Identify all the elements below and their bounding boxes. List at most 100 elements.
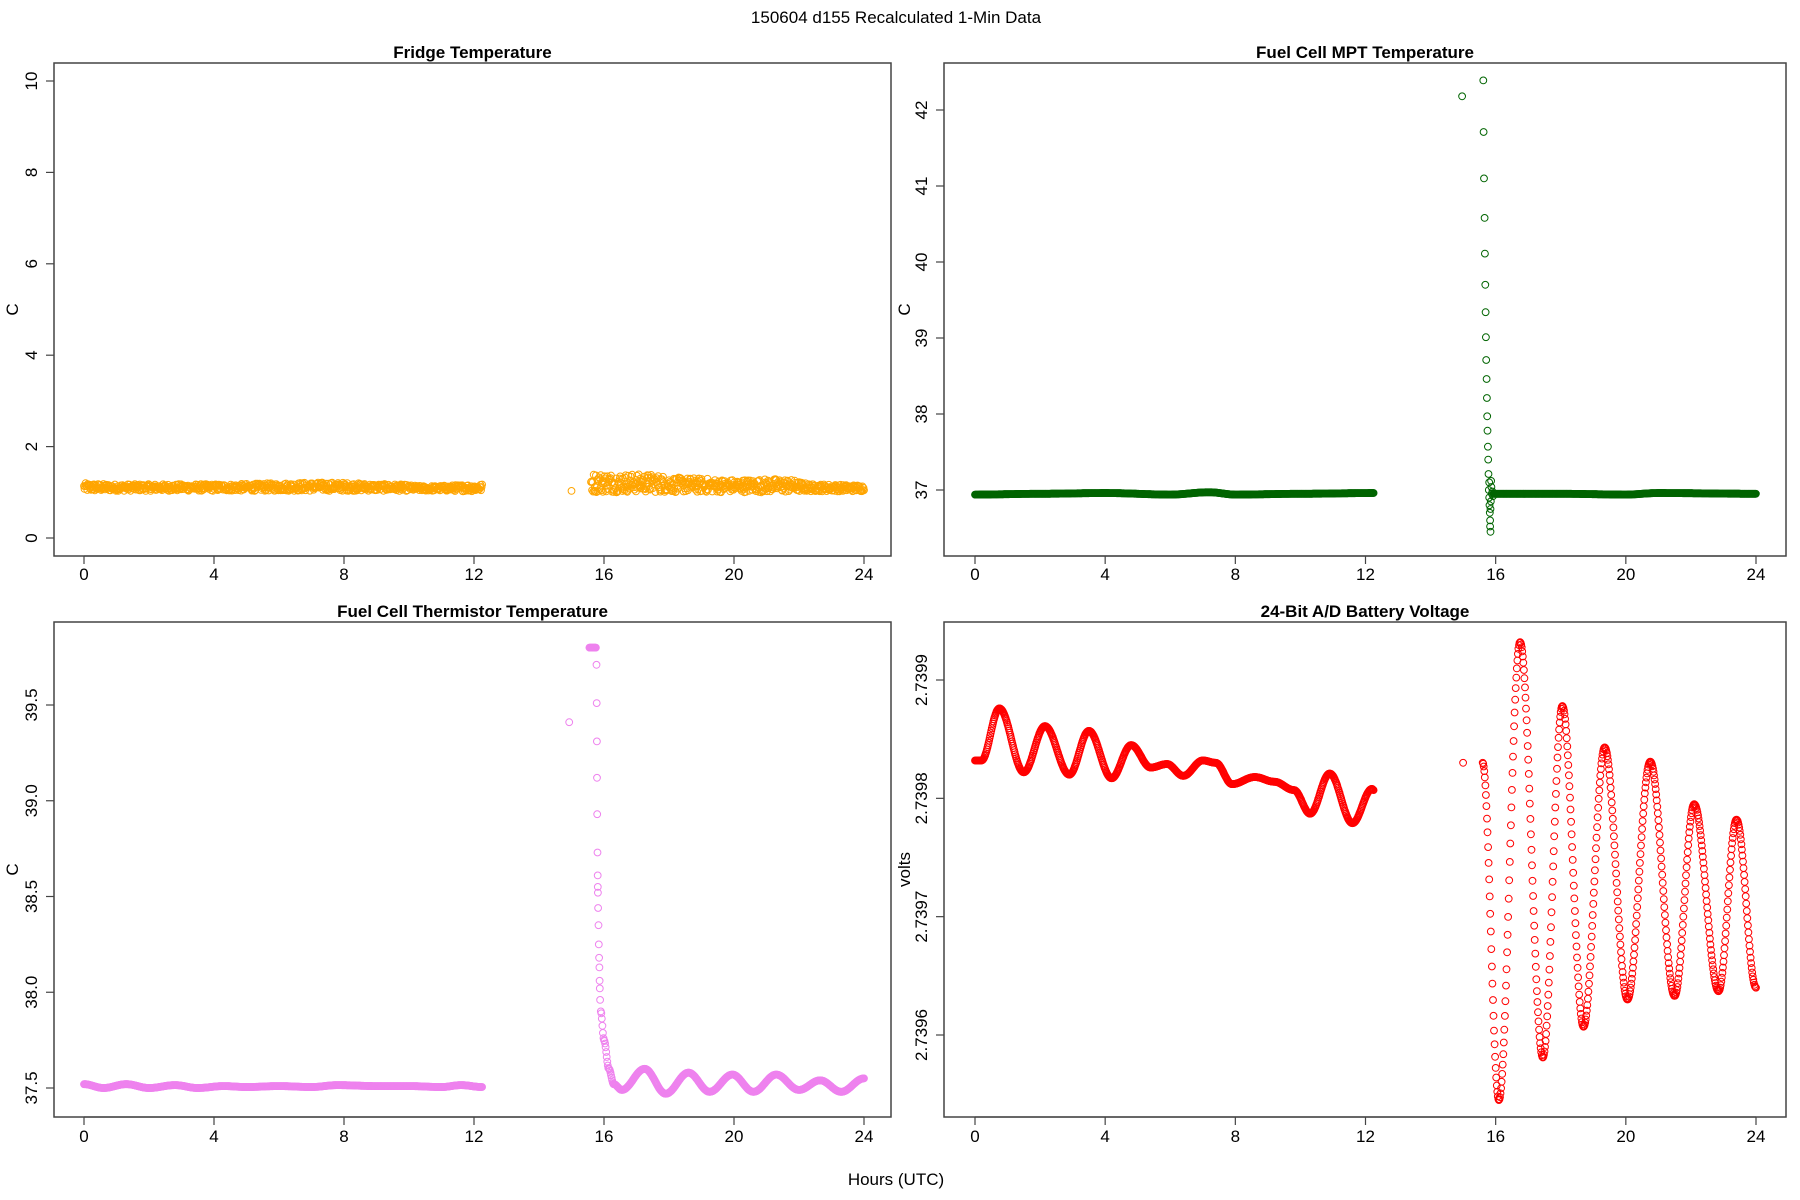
data-point — [1650, 771, 1658, 780]
data-point — [1666, 974, 1675, 982]
data-point — [597, 1009, 606, 1018]
data-point — [1508, 769, 1517, 777]
y-tick-label: 6 — [22, 259, 41, 268]
data-point — [1486, 497, 1495, 506]
data-point — [1486, 927, 1495, 936]
x-tick-label: 12 — [465, 565, 484, 584]
data-point — [1663, 947, 1672, 955]
data-point — [1503, 930, 1512, 939]
data-point — [1614, 915, 1623, 924]
y-tick-label: 2 — [22, 442, 41, 451]
data-point — [1632, 911, 1641, 920]
x-tick-label: 20 — [725, 1127, 744, 1146]
data-point — [1617, 955, 1626, 964]
data-point — [617, 475, 626, 484]
data-point — [1540, 1047, 1549, 1056]
data-point — [646, 474, 655, 483]
data-point — [1506, 839, 1515, 848]
data-point — [1582, 1006, 1591, 1015]
panel-title: Fridge Temperature — [393, 43, 551, 62]
data-point — [1592, 844, 1600, 853]
data-point — [1480, 174, 1488, 183]
data-point — [593, 871, 602, 880]
data-point — [1553, 753, 1562, 762]
data-point — [1480, 773, 1489, 782]
data-point — [1567, 817, 1575, 826]
data-point — [1544, 978, 1553, 987]
data-point — [1533, 998, 1542, 1006]
data-point — [1499, 1038, 1508, 1047]
data-point — [1562, 727, 1571, 735]
data-point — [1523, 742, 1532, 750]
data-point — [659, 472, 667, 481]
y-tick-label: 0 — [22, 533, 41, 542]
data-point — [1568, 843, 1576, 851]
data-point — [1615, 924, 1624, 933]
data-point — [1566, 805, 1575, 814]
data-point — [1677, 936, 1686, 945]
data-point — [1554, 733, 1563, 742]
data-point — [1569, 881, 1578, 890]
data-point — [1482, 375, 1491, 383]
data-point — [1484, 442, 1492, 451]
data-point — [1627, 979, 1636, 988]
panel-title: Fuel Cell MPT Temperature — [1256, 43, 1474, 62]
data-point — [1525, 784, 1534, 793]
data-point — [1567, 830, 1576, 839]
data-point — [1660, 903, 1669, 911]
data-point — [594, 904, 602, 912]
data-point — [1678, 929, 1687, 937]
x-tick-label: 8 — [339, 1127, 348, 1146]
data-point — [601, 1039, 609, 1048]
data-point — [1701, 884, 1710, 892]
data-point — [1597, 765, 1605, 773]
data-point — [1504, 913, 1512, 921]
y-tick-label: 39.5 — [22, 688, 41, 721]
y-tick-label: 8 — [22, 168, 41, 177]
data-point — [1667, 981, 1676, 990]
data-point — [860, 1074, 868, 1083]
data-point — [1528, 861, 1536, 870]
data-point — [593, 810, 602, 819]
data-point — [1588, 911, 1597, 919]
data-point — [1488, 979, 1497, 988]
data-point — [1581, 1018, 1590, 1027]
data-point — [1685, 822, 1694, 831]
data-point — [599, 1029, 607, 1037]
data-point — [1613, 888, 1622, 897]
data-point — [1594, 794, 1603, 803]
data-point — [1529, 907, 1538, 915]
x-tick-label: 20 — [725, 565, 744, 584]
data-point — [1616, 932, 1624, 941]
data-point — [591, 487, 600, 496]
data-point — [1496, 1089, 1505, 1098]
data-point — [1486, 516, 1494, 525]
data-point — [1566, 793, 1574, 802]
data-point — [1574, 982, 1583, 991]
data-point — [596, 996, 604, 1004]
data-point — [1634, 885, 1643, 894]
data-point — [1698, 847, 1707, 855]
data-point — [1491, 1052, 1499, 1061]
data-point — [1628, 969, 1637, 978]
data-point — [1683, 855, 1691, 864]
data-point — [1697, 841, 1706, 850]
data-point — [1510, 708, 1519, 717]
data-point — [593, 848, 602, 857]
data-point — [1520, 666, 1528, 674]
data-point — [1612, 869, 1620, 878]
data-point — [1593, 813, 1602, 822]
data-point — [781, 487, 790, 496]
data-point — [1482, 791, 1490, 799]
data-point — [1486, 527, 1495, 536]
x-tick-label: 0 — [79, 1127, 88, 1146]
data-point — [1485, 501, 1494, 510]
data-point — [1527, 845, 1536, 854]
data-point — [1562, 734, 1571, 743]
data-point — [1678, 921, 1687, 929]
data-point — [1640, 795, 1649, 804]
x-tick-label: 4 — [209, 565, 218, 584]
data-point — [1662, 926, 1670, 935]
data-point — [1512, 664, 1521, 673]
